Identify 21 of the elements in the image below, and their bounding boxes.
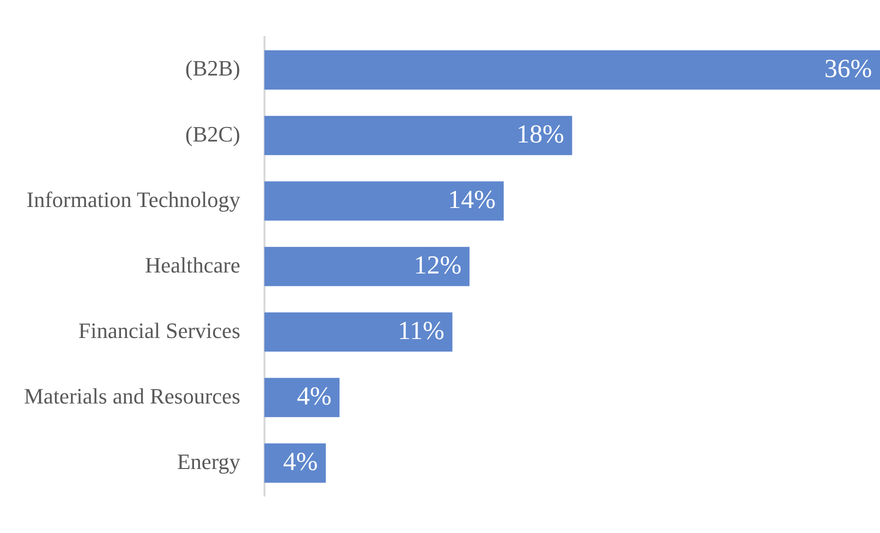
bar	[264, 443, 326, 483]
bar	[264, 116, 572, 156]
data-label: 12%	[414, 250, 462, 280]
y-tick-label: Healthcare	[144, 252, 240, 278]
bar	[264, 181, 504, 221]
y-tick-label: Materials and Resources	[24, 383, 240, 408]
data-label: 4%	[296, 381, 332, 410]
data-label: 14%	[448, 184, 496, 214]
bar	[264, 312, 452, 352]
data-label: 18%	[516, 119, 564, 148]
data-label: 11%	[398, 316, 444, 345]
y-tick-label: Financial Services	[78, 318, 240, 343]
y-tick-label: (B2C)	[185, 121, 240, 146]
data-label: 36%	[824, 54, 872, 83]
y-tick-label: Information Technology	[26, 186, 240, 212]
bar	[264, 50, 880, 90]
data-label: 4%	[283, 446, 318, 476]
y-tick-label: Energy	[177, 448, 240, 474]
bar	[264, 378, 340, 418]
y-tick-label: (B2B)	[185, 56, 240, 81]
bar	[264, 246, 470, 286]
